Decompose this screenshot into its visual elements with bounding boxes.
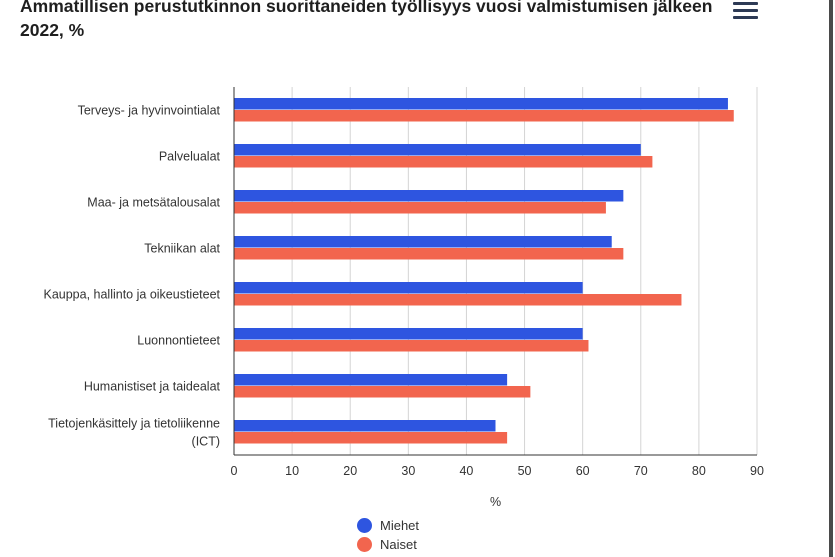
x-tick-label: 90 (750, 464, 764, 478)
menu-line-icon (733, 2, 758, 5)
bar-naiset (234, 294, 682, 306)
bar-naiset (234, 386, 531, 398)
category-label: Tekniikan alat (144, 242, 220, 256)
legend-label-naiset: Naiset (380, 537, 417, 552)
bar-miehet (234, 374, 508, 386)
category-label: Luonnontieteet (137, 334, 220, 348)
legend-marker-naiset (357, 537, 372, 552)
legend-marker-miehet (357, 518, 372, 533)
bar-naiset (234, 340, 589, 352)
bar-naiset (234, 110, 734, 122)
x-tick-label: 60 (576, 464, 590, 478)
chart-title: Ammatillisen perustutkinnon suorittaneid… (20, 0, 713, 40)
x-tick-label: 0 (231, 464, 238, 478)
bar-miehet (234, 144, 641, 156)
category-label: (ICT) (192, 435, 220, 449)
bar-naiset (234, 248, 624, 260)
bar-miehet (234, 236, 612, 248)
bar-miehet (234, 98, 728, 110)
bar-miehet (234, 420, 496, 432)
category-label: Maa- ja metsätalousalat (87, 196, 220, 210)
bar-miehet (234, 282, 583, 294)
x-tick-label: 20 (343, 464, 357, 478)
bar-miehet (234, 328, 583, 340)
category-label: Terveys- ja hyvinvointialat (78, 104, 221, 118)
legend-item-naiset[interactable]: Naiset (357, 535, 419, 554)
x-tick-label: 80 (692, 464, 706, 478)
x-tick-label: 70 (634, 464, 648, 478)
legend: Miehet Naiset (357, 516, 419, 554)
menu-line-icon (733, 9, 758, 12)
bar-miehet (234, 190, 624, 202)
x-tick-label: 10 (285, 464, 299, 478)
category-label: Tietojenkäsittely ja tietoliikenne (48, 417, 220, 431)
legend-item-miehet[interactable]: Miehet (357, 516, 419, 535)
bar-naiset (234, 156, 653, 168)
x-axis-label: % (490, 495, 501, 509)
category-label: Humanistiset ja taidealat (84, 380, 221, 394)
category-label: Kauppa, hallinto ja oikeustieteet (43, 288, 220, 302)
hamburger-menu-button[interactable] (733, 0, 761, 20)
legend-label-miehet: Miehet (380, 518, 420, 533)
x-tick-label: 30 (401, 464, 415, 478)
bar-naiset (234, 432, 508, 444)
category-label: Palvelualat (159, 150, 221, 164)
x-tick-label: 40 (459, 464, 473, 478)
menu-line-icon (733, 16, 758, 19)
x-tick-label: 50 (518, 464, 532, 478)
frame-edge (829, 0, 833, 557)
bar-naiset (234, 202, 606, 214)
